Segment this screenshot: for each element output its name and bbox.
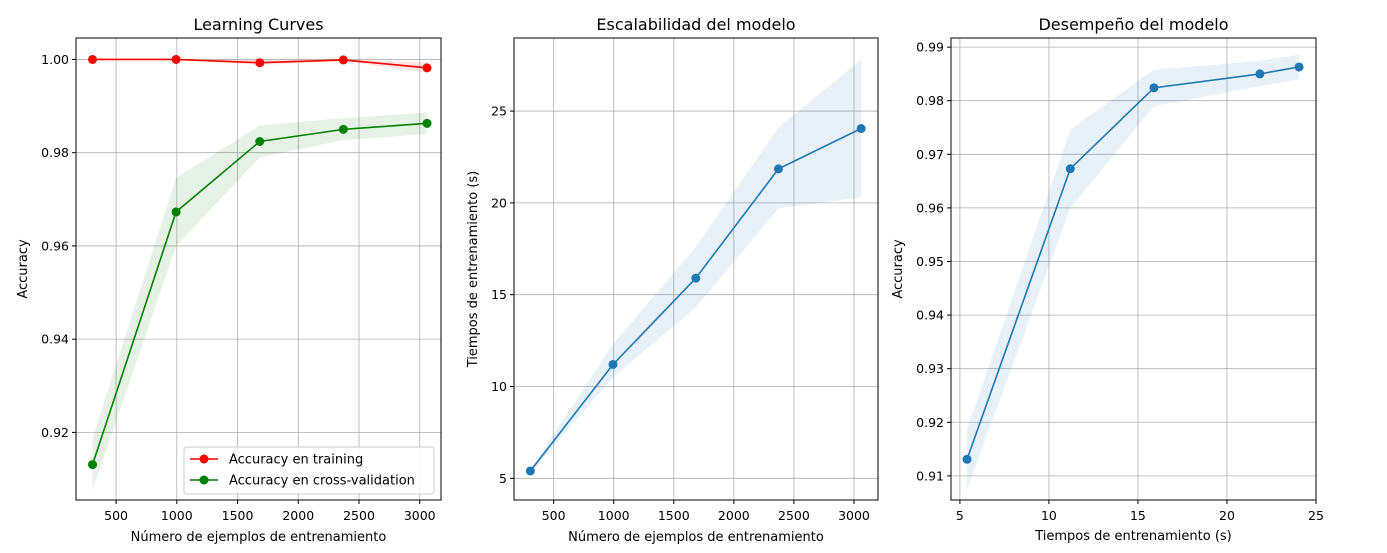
y-tick-label: 20 xyxy=(491,195,507,210)
y-tick-label: 0.92 xyxy=(916,415,944,430)
panel-desempeno: Desempeño del modelo Tiempos de entrenam… xyxy=(891,15,1232,544)
plot-area-2: 500 1000 1500 2000 2500 3000 5 10 15 20 25 xyxy=(491,37,879,523)
data-point xyxy=(338,124,348,134)
y-tick-label: 0.95 xyxy=(916,254,944,269)
x-tick-label: 10 xyxy=(1041,508,1057,523)
plot-frame xyxy=(513,37,879,501)
data-point xyxy=(1255,69,1265,79)
x-tick-label: 3000 xyxy=(404,508,436,523)
data-point xyxy=(691,273,701,283)
x-tick-label: 2500 xyxy=(343,508,375,523)
data-point xyxy=(856,124,866,134)
y-tick-label: 25 xyxy=(491,104,507,119)
panel-learning-curves: Learning Curves Número de ejemplos de en… xyxy=(16,15,386,545)
data-point xyxy=(422,118,432,128)
y-axis-label: Accuracy xyxy=(891,239,906,299)
legend-marker-cv xyxy=(199,475,209,485)
y-tick-label: 0.98 xyxy=(41,145,69,160)
data-point xyxy=(773,164,783,174)
x-tick-label: 25 xyxy=(1308,508,1324,523)
x-tick-label: 3000 xyxy=(838,508,870,523)
plot-area-1: 500 1000 1500 2000 2500 3000 0.92 0.94 0.96 0.98 1… xyxy=(41,37,442,523)
y-tick-label: 0.91 xyxy=(916,468,944,483)
panel-title: Learning Curves xyxy=(193,15,323,34)
data-point xyxy=(962,454,972,464)
panel-title: Escalabilidad del modelo xyxy=(596,15,795,34)
legend-marker-training xyxy=(199,454,209,464)
x-tick-label: 5 xyxy=(956,508,964,523)
x-tick-label: 1500 xyxy=(658,508,690,523)
y-tick-label: 0.97 xyxy=(916,147,944,162)
data-point xyxy=(608,359,618,369)
plot-frame xyxy=(75,37,442,501)
data-point xyxy=(525,466,535,476)
confidence-band xyxy=(92,112,428,491)
y-tick-label: 5 xyxy=(499,471,507,486)
y-tick-label: 0.93 xyxy=(916,361,944,376)
y-tick-label: 0.99 xyxy=(916,40,944,55)
x-tick-label: 1500 xyxy=(222,508,254,523)
legend: Accuracy en training Accuracy en cross-v… xyxy=(183,446,435,495)
x-tick-label: 20 xyxy=(1219,508,1235,523)
x-tick-label: 500 xyxy=(104,508,128,523)
panel-title: Desempeño del modelo xyxy=(1038,15,1228,34)
y-tick-label: 0.96 xyxy=(916,200,944,215)
legend-frame xyxy=(183,446,435,495)
x-tick-label: 2000 xyxy=(718,508,750,523)
x-axis-label: Número de ejemplos de entrenamiento xyxy=(568,530,824,545)
plot-area-3: 5 10 15 20 25 0.91 0.92 0.93 0.94 0.95 0.96 0.97 0.9… xyxy=(916,37,1324,523)
data-point xyxy=(255,136,265,146)
data-point xyxy=(255,58,265,68)
y-tick-label: 10 xyxy=(491,379,507,394)
data-point xyxy=(88,460,98,470)
y-tick-label: 1.00 xyxy=(41,52,69,67)
y-tick-label: 0.94 xyxy=(916,308,944,323)
data-point xyxy=(422,63,432,73)
x-axis-label: Número de ejemplos de entrenamiento xyxy=(131,530,387,545)
panel-escalabilidad: Escalabilidad del modelo Número de ejemp… xyxy=(466,15,824,545)
data-point xyxy=(171,207,181,217)
y-axis-label: Tiempos de entrenamiento (s) xyxy=(466,171,481,369)
x-tick-label: 500 xyxy=(542,508,566,523)
y-tick-label: 0.92 xyxy=(41,425,69,440)
x-tick-label: 2000 xyxy=(282,508,314,523)
legend-label-training: Accuracy en training xyxy=(229,453,363,468)
data-point xyxy=(1065,164,1075,174)
x-tick-label: 1000 xyxy=(161,508,193,523)
data-point xyxy=(1294,62,1304,72)
x-axis-label: Tiempos de entrenamiento (s) xyxy=(1034,529,1232,544)
y-tick-label: 0.98 xyxy=(916,93,944,108)
y-axis-label: Accuracy xyxy=(16,239,31,299)
data-point xyxy=(338,55,348,65)
data-point xyxy=(88,54,98,64)
confidence-band xyxy=(530,59,862,473)
x-tick-label: 15 xyxy=(1130,508,1146,523)
plot-frame xyxy=(950,37,1317,501)
legend-label-cv: Accuracy en cross-validation xyxy=(229,474,415,489)
x-tick-label: 1000 xyxy=(598,508,630,523)
y-tick-label: 15 xyxy=(491,287,507,302)
data-point xyxy=(1149,83,1159,93)
y-tick-label: 0.96 xyxy=(41,238,69,253)
x-tick-label: 2500 xyxy=(778,508,810,523)
data-point xyxy=(171,54,181,64)
y-tick-label: 0.94 xyxy=(41,332,69,347)
